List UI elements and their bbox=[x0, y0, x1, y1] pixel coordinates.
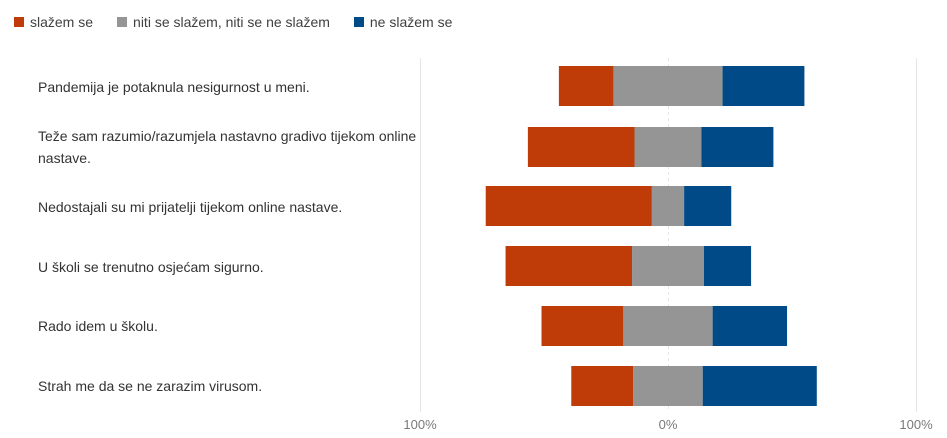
x-axis-ticks: 100% 0% 100% bbox=[403, 417, 933, 432]
x-tick-label: 100% bbox=[403, 417, 437, 432]
bar-disagree bbox=[722, 66, 805, 106]
legend-swatch-disagree bbox=[353, 17, 364, 27]
bar-neutral bbox=[623, 306, 713, 346]
bar-agree bbox=[505, 246, 633, 286]
legend-item-disagree: ne slažem se bbox=[353, 14, 453, 30]
legend-swatch-neutral bbox=[117, 17, 128, 27]
bar-disagree bbox=[712, 306, 788, 346]
bar-agree bbox=[571, 366, 634, 406]
legend-label-agree: slažem se bbox=[30, 14, 94, 30]
bars bbox=[485, 66, 817, 406]
legend-label-disagree: ne slažem se bbox=[369, 14, 453, 30]
bar-disagree bbox=[684, 186, 732, 226]
category-label: Pandemija je potaknula nesigurnost u men… bbox=[38, 79, 310, 95]
bar-agree bbox=[558, 66, 614, 106]
bar-agree bbox=[541, 306, 624, 346]
bar-neutral bbox=[632, 246, 704, 286]
bar-disagree bbox=[703, 246, 752, 286]
bar-agree bbox=[527, 127, 635, 167]
legend-item-agree: slažem se bbox=[14, 14, 93, 30]
bar-disagree bbox=[702, 366, 817, 406]
bar-neutral bbox=[633, 366, 703, 406]
legend-label-neutral: niti se slažem, niti se ne slažem bbox=[133, 14, 330, 30]
x-tick-label: 100% bbox=[899, 417, 933, 432]
bar-neutral bbox=[613, 66, 723, 106]
category-label: Strah me da se ne zarazim virusom. bbox=[38, 378, 263, 394]
x-tick-label: 0% bbox=[659, 417, 678, 432]
legend: slažem se niti se slažem, niti se ne sla… bbox=[14, 12, 476, 32]
category-label: U školi se trenutno osjećam sigurno. bbox=[38, 259, 264, 275]
bar-neutral bbox=[634, 127, 702, 167]
category-label: Nedostajali su mi prijatelji tijekom onl… bbox=[38, 199, 343, 215]
legend-swatch-agree bbox=[14, 17, 24, 27]
bar-disagree bbox=[701, 127, 774, 167]
legend-item-neutral: niti se slažem, niti se ne slažem bbox=[117, 14, 330, 30]
bar-agree bbox=[485, 186, 652, 226]
gridlines bbox=[420, 58, 917, 412]
bar-neutral bbox=[651, 186, 685, 226]
category-label: Rado idem u školu. bbox=[38, 318, 158, 334]
category-label: Teže sam razumio/razumjela nastavno grad… bbox=[38, 128, 417, 166]
